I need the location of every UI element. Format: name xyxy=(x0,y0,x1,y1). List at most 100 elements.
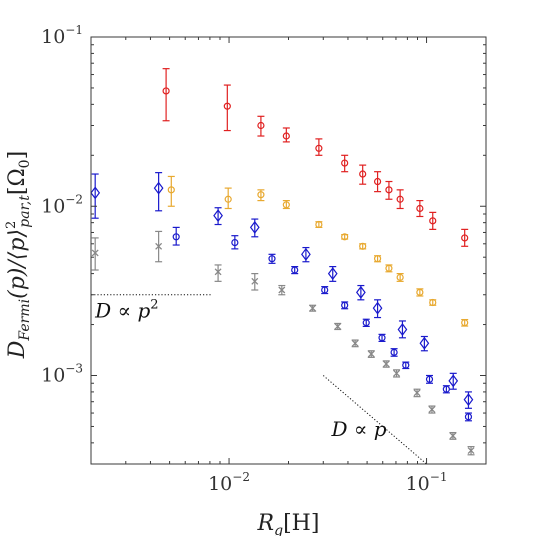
data-point xyxy=(396,273,404,282)
data-point xyxy=(90,173,101,219)
data-point xyxy=(390,348,398,357)
data-point xyxy=(396,189,404,210)
marker-circle xyxy=(341,301,349,309)
marker-x xyxy=(393,369,401,377)
data-point xyxy=(449,431,457,440)
data-point xyxy=(321,286,329,295)
marker-circle xyxy=(359,242,367,250)
data-point xyxy=(413,388,421,398)
data-point xyxy=(162,68,170,122)
marker-circle xyxy=(373,177,382,186)
data-point xyxy=(416,288,424,297)
marker-x xyxy=(428,406,436,413)
data-point xyxy=(315,220,323,229)
marker-diamond xyxy=(327,267,338,281)
data-point xyxy=(463,391,474,409)
marker-circle xyxy=(257,191,265,199)
data-point xyxy=(429,211,437,230)
data-point xyxy=(334,322,342,331)
data-point xyxy=(359,164,367,185)
data-point xyxy=(268,253,276,264)
data-point xyxy=(213,207,223,226)
data-point xyxy=(341,233,349,241)
marker-circle xyxy=(315,220,323,229)
marker-circle xyxy=(268,255,276,263)
data-point xyxy=(282,199,290,210)
data-point xyxy=(153,172,164,212)
data-point xyxy=(309,304,317,312)
plot-area xyxy=(91,37,486,464)
marker-x xyxy=(309,304,317,312)
marker-circle xyxy=(385,186,393,194)
marker-diamond xyxy=(301,247,311,261)
marker-diamond xyxy=(372,301,383,315)
data-point xyxy=(251,273,259,291)
series-3 xyxy=(172,226,473,422)
data-point xyxy=(382,360,390,368)
marker-circle xyxy=(224,195,232,203)
marker-circle xyxy=(461,319,469,327)
marker-circle xyxy=(172,233,180,241)
data-point xyxy=(448,372,459,390)
marker-circle xyxy=(291,266,299,274)
marker-circle xyxy=(257,121,265,130)
marker-diamond xyxy=(249,220,260,234)
data-point xyxy=(378,333,386,343)
marker-x xyxy=(278,286,286,294)
data-point xyxy=(425,374,434,384)
x-axis-label: Rg[H] xyxy=(257,511,320,536)
series-4 xyxy=(91,230,475,456)
data-point xyxy=(467,446,475,456)
annotation-0: D ∝ p2 xyxy=(94,298,158,323)
data-point xyxy=(461,318,469,327)
marker-x xyxy=(449,432,457,440)
marker-x xyxy=(382,360,390,368)
marker-circle xyxy=(359,170,367,178)
annotations: D ∝ p2 D ∝ p xyxy=(94,298,387,441)
data-point xyxy=(278,284,286,296)
marker-circle xyxy=(429,298,437,307)
y-tick-label: 10−3 xyxy=(41,362,83,387)
y-tick-label: 10−1 xyxy=(41,23,83,48)
marker-circle xyxy=(461,234,469,242)
marker-diamond xyxy=(213,209,223,223)
data-point xyxy=(367,350,375,358)
data-point xyxy=(223,84,231,132)
data-point xyxy=(373,171,382,193)
marker-circle xyxy=(321,286,329,294)
marker-diamond xyxy=(355,285,366,299)
marker-circle xyxy=(396,273,404,281)
marker-circle xyxy=(231,238,239,247)
marker-x xyxy=(367,350,375,358)
marker-circle xyxy=(162,87,170,95)
data-point xyxy=(419,335,430,352)
marker-x xyxy=(351,339,359,347)
axes xyxy=(90,36,487,465)
reference-lines xyxy=(91,294,427,465)
data-point xyxy=(231,235,239,250)
data-point xyxy=(224,187,232,210)
marker-x xyxy=(467,447,475,455)
data-series xyxy=(90,68,475,456)
data-point xyxy=(442,385,450,394)
data-point xyxy=(385,264,393,273)
marker-x xyxy=(251,277,259,285)
data-point xyxy=(393,369,401,378)
data-point xyxy=(351,339,359,348)
marker-circle xyxy=(464,413,473,421)
marker-circle xyxy=(167,186,175,194)
data-point xyxy=(464,412,473,422)
data-point xyxy=(301,246,311,263)
data-point xyxy=(385,180,393,200)
data-point xyxy=(214,264,222,282)
marker-circle xyxy=(373,255,382,263)
marker-diamond xyxy=(463,393,474,407)
data-point xyxy=(91,237,99,271)
marker-circle xyxy=(425,375,434,383)
data-point xyxy=(429,298,437,307)
data-point xyxy=(172,226,180,246)
marker-x xyxy=(155,242,163,250)
tick-labels: 10−2 10−1 10−3 10−2 10−1 xyxy=(41,23,447,495)
marker-circle xyxy=(282,201,290,209)
